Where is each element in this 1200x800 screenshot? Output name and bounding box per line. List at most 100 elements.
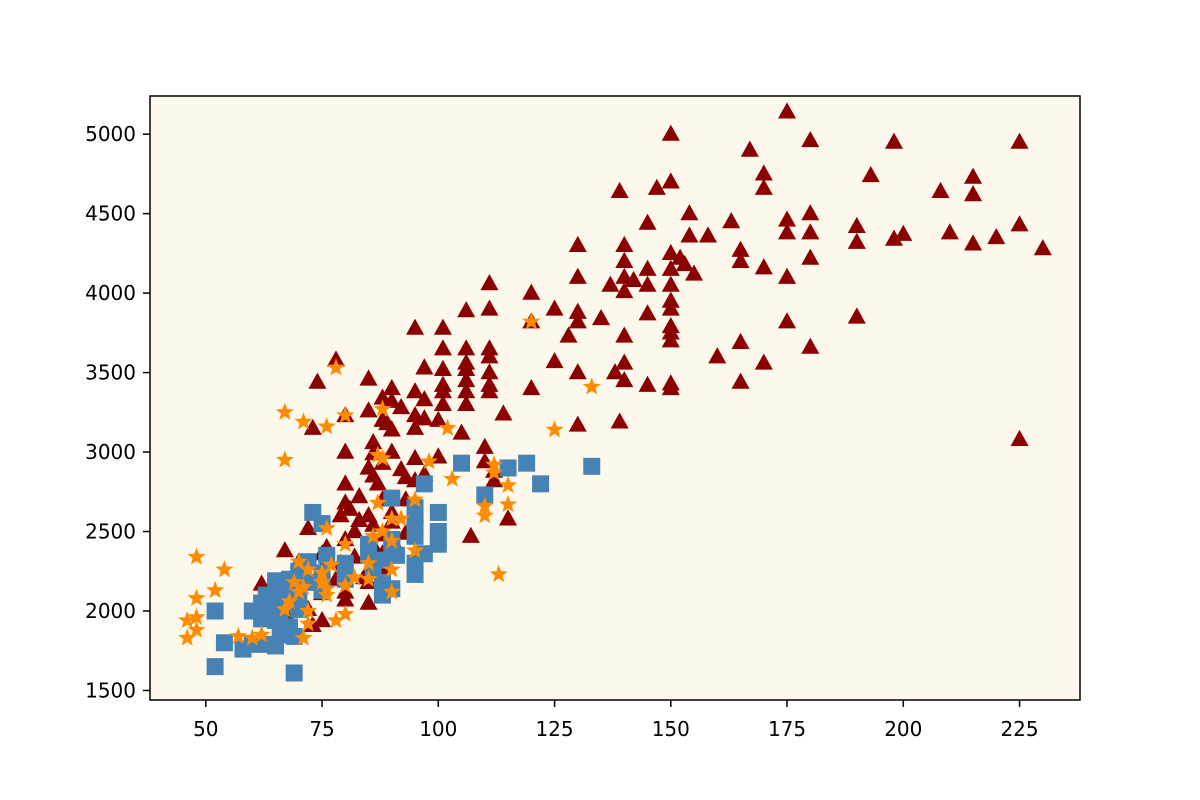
y-tick-label: 2000 (85, 599, 136, 623)
star-point (419, 452, 439, 470)
triangle-point (708, 347, 727, 364)
star-point (359, 553, 378, 571)
triangle-point (382, 420, 401, 437)
star-point (406, 541, 425, 559)
triangle-point (457, 382, 476, 399)
y-tick-label: 3500 (85, 361, 136, 385)
star-point (294, 577, 313, 595)
triangle-point (331, 506, 350, 523)
triangle-point (964, 185, 983, 202)
x-tick-label: 100 (419, 717, 457, 741)
square-point (406, 565, 424, 583)
triangle-point (499, 509, 518, 526)
triangle-point (801, 248, 820, 265)
triangle-point (1010, 429, 1029, 446)
star-point (275, 599, 294, 618)
triangle-point (308, 372, 327, 389)
star-point (364, 526, 383, 544)
triangle-point (457, 301, 476, 318)
triangle-point (568, 235, 587, 253)
triangle-point (940, 223, 959, 240)
triangle-point (545, 351, 564, 369)
star-point (178, 611, 197, 629)
triangle-point (801, 204, 820, 221)
x-tick-label: 175 (768, 717, 806, 741)
square-point (285, 664, 303, 682)
square-point (267, 637, 285, 655)
star-point (326, 358, 346, 376)
triangle-point (638, 375, 657, 392)
triangle-point (345, 522, 364, 539)
star-point (299, 601, 318, 619)
triangle-point (638, 213, 657, 230)
star-point (373, 448, 392, 467)
triangle-point (364, 515, 383, 532)
star-point (489, 564, 508, 583)
triangle-point (801, 337, 820, 354)
triangle-point (638, 304, 657, 321)
star-point (373, 399, 392, 417)
star-point (336, 405, 355, 424)
triangle-point (754, 178, 773, 195)
triangle-point (340, 499, 359, 516)
triangle-point (457, 394, 476, 412)
triangle-point (610, 181, 629, 199)
triangle-point (1010, 132, 1029, 149)
y-tick-label: 4500 (85, 202, 136, 226)
triangle-point (731, 251, 750, 268)
triangle-point (406, 318, 425, 335)
star-point (382, 582, 401, 600)
triangle-point (740, 140, 759, 157)
triangle-point (252, 574, 271, 591)
triangle-point (778, 223, 797, 240)
star-point (317, 518, 336, 537)
triangle-point (559, 326, 578, 343)
star-point (475, 506, 494, 524)
triangle-point (615, 235, 634, 253)
x-tick-label: 125 (535, 717, 573, 741)
star-point (294, 628, 313, 646)
plot-frame (149, 95, 1081, 701)
triangle-point (475, 437, 494, 454)
triangle-point (433, 382, 452, 399)
star-point (443, 469, 462, 487)
star-point (313, 572, 332, 591)
triangle-point (647, 178, 666, 195)
star-point (382, 509, 401, 527)
triangle-point (485, 471, 504, 488)
triangle-point (1033, 239, 1052, 256)
star-point (229, 626, 248, 645)
star-point (382, 560, 401, 578)
triangle-point (275, 541, 294, 558)
triangle-point (754, 353, 773, 370)
triangle-point (638, 275, 657, 292)
square-point (206, 602, 224, 620)
triangle-point (568, 267, 587, 284)
triangle-point (592, 309, 611, 326)
y-tick-label: 4000 (85, 281, 136, 305)
triangle-point (452, 423, 471, 440)
square-point (290, 600, 308, 618)
triangle-point (601, 275, 620, 292)
triangle-point (624, 270, 643, 288)
triangle-point (964, 167, 983, 184)
triangle-point (661, 299, 680, 316)
triangle-point (359, 401, 378, 418)
triangle-point (884, 229, 904, 246)
triangle-point (661, 243, 680, 261)
triangle-point (661, 331, 680, 348)
triangle-point (731, 332, 750, 350)
star-point (392, 509, 411, 527)
triangle-point (964, 234, 983, 251)
square-point (453, 454, 471, 472)
triangle-point (698, 226, 718, 243)
square-point (415, 475, 433, 493)
square-point (406, 513, 424, 531)
triangle-point (778, 312, 797, 329)
triangle-point (661, 378, 680, 396)
triangle-point (661, 172, 680, 189)
star-point (368, 493, 387, 511)
square-point (215, 634, 233, 652)
x-axis: 50 75 100 125 150 175 200 225 (193, 700, 1039, 741)
